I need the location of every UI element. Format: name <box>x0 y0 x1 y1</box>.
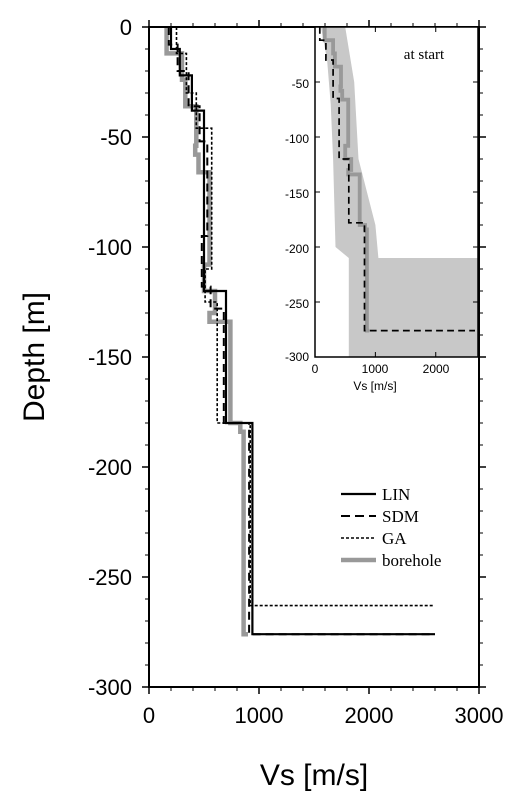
inset-series-line-start-model <box>318 27 475 332</box>
starting-model-band <box>321 27 478 357</box>
legend-label-sdm: SDM <box>382 507 419 526</box>
inset-y-tick-label: -50 <box>292 77 310 91</box>
x-tick-label: 0 <box>143 703 155 728</box>
inset-y-tick-label: -200 <box>285 242 309 256</box>
x-tick-label: 1000 <box>235 703 284 728</box>
inset-y-tick-label: -150 <box>285 187 309 201</box>
legend-label-ga: GA <box>382 529 407 548</box>
main-plot: 0 1000 2000 3000 0 -50 -100 -150 -200 -2… <box>18 15 503 792</box>
y-axis-title: Depth [m] <box>18 292 51 422</box>
main-ticks-group <box>142 20 486 694</box>
legend-label-lin: LIN <box>382 485 410 504</box>
y-tick-label: -50 <box>100 125 132 150</box>
x-axis-title: Vs [m/s] <box>260 759 368 792</box>
inset-series-line-borehole <box>322 27 370 333</box>
inset-ticks-group <box>314 27 478 358</box>
inset-x-tick-label: 1000 <box>362 362 389 376</box>
y-tick-label: -250 <box>88 565 132 590</box>
series-line-sdm <box>167 27 433 636</box>
legend: LIN SDM GA borehole <box>341 485 441 570</box>
inset-plot: at start -50 -100 -150 -200 -250 -300 0 … <box>285 26 479 393</box>
inset-band-group <box>321 27 478 357</box>
y-tick-label: 0 <box>120 15 132 40</box>
x-tick-label: 2000 <box>345 703 394 728</box>
inset-x-axis-title: Vs [m/s] <box>353 379 396 393</box>
y-tick-label: -100 <box>88 235 132 260</box>
main-series-group <box>164 27 435 637</box>
legend-label-borehole: borehole <box>382 551 441 570</box>
y-tick-label: -150 <box>88 345 132 370</box>
inset-x-tick-label: 2000 <box>423 362 450 376</box>
inset-series-group <box>318 27 475 333</box>
inset-y-tick-label: -300 <box>285 350 309 364</box>
inset-y-tick-label: -250 <box>285 297 309 311</box>
series-line-lin <box>169 27 435 636</box>
y-tick-label: -300 <box>88 675 132 700</box>
inset-title: at start <box>404 47 445 63</box>
inset-x-tick-label: 0 <box>312 362 319 376</box>
y-tick-label: -200 <box>88 455 132 480</box>
x-tick-label: 3000 <box>455 703 504 728</box>
inset-y-tick-label: -100 <box>285 132 309 146</box>
